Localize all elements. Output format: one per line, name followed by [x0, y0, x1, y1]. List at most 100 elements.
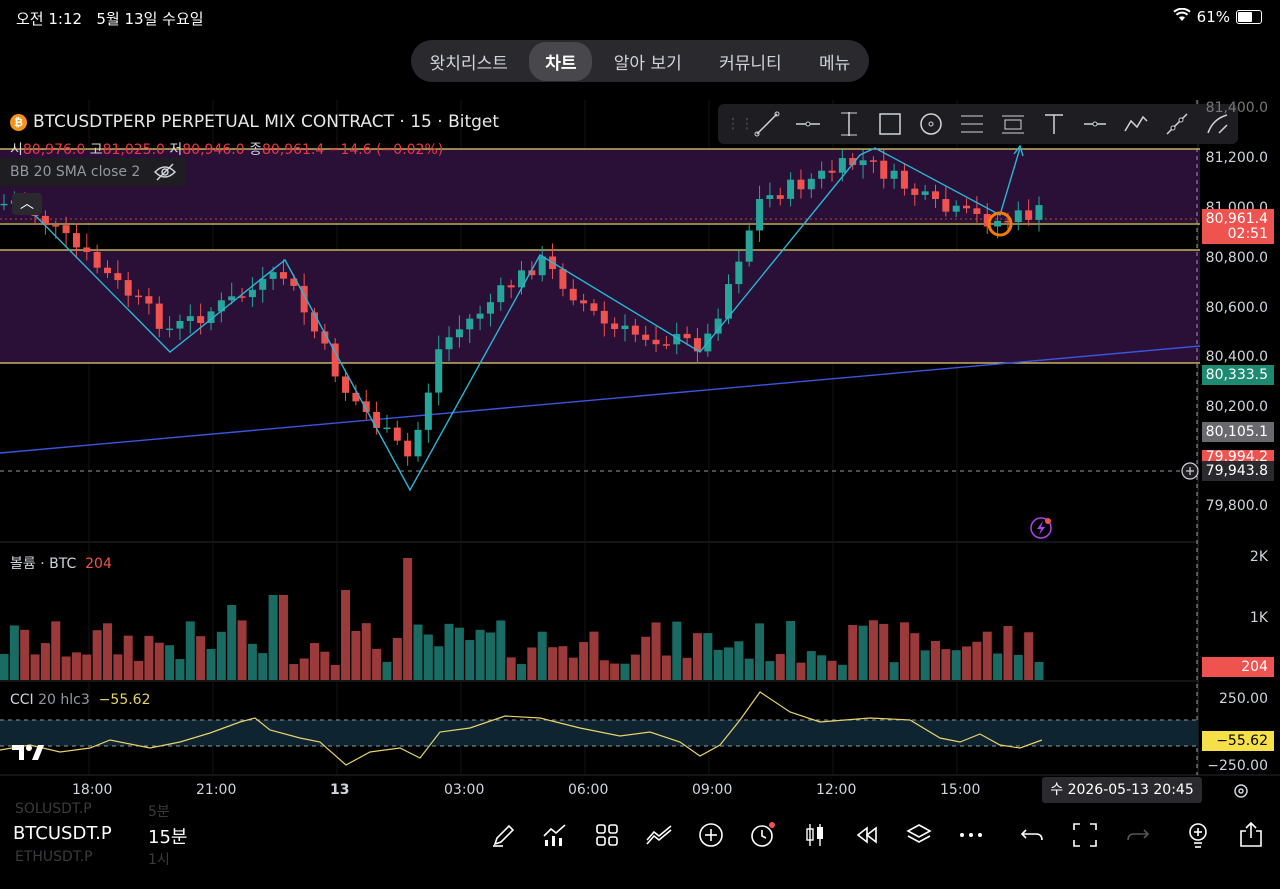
- candle: [217, 300, 225, 312]
- layout-grid-icon[interactable]: [592, 820, 622, 850]
- bb-indicator-legend[interactable]: BB 20 SMA close 2: [0, 158, 186, 186]
- volume-bar: [423, 634, 433, 680]
- candle: [797, 179, 805, 190]
- cci-legend[interactable]: CCI 20 hlc3 −55.62: [10, 692, 151, 708]
- candle: [652, 339, 660, 345]
- path-icon[interactable]: [1115, 104, 1156, 144]
- trend-line-icon[interactable]: [746, 104, 787, 144]
- candle: [435, 349, 443, 393]
- volume-bar: [879, 623, 889, 680]
- volume-legend[interactable]: 볼륨 · BTC 204: [10, 556, 112, 572]
- candle: [869, 160, 877, 162]
- long-position-icon[interactable]: [992, 104, 1033, 144]
- ghost-symbol-top: SOLUSDT.P: [15, 801, 92, 817]
- pen-icon[interactable]: [489, 820, 519, 850]
- volume-bar: [972, 641, 982, 680]
- time-tick: 21:00: [196, 782, 237, 798]
- brush-icon[interactable]: [1156, 104, 1197, 144]
- rectangle-icon[interactable]: [869, 104, 910, 144]
- volume-bar: [941, 649, 951, 680]
- volume-bar: [9, 625, 19, 680]
- candle: [383, 427, 391, 430]
- crosshair-add-icon[interactable]: [1181, 462, 1199, 480]
- add-bulb-icon[interactable]: [1183, 820, 1213, 850]
- volume-bar: [920, 650, 930, 680]
- circle-icon[interactable]: [910, 104, 951, 144]
- candle: [528, 270, 536, 276]
- candle: [507, 285, 515, 288]
- highlight-marker[interactable]: [987, 211, 1013, 237]
- candle: [476, 313, 484, 319]
- collapse-legend-button[interactable]: ︿: [12, 193, 42, 215]
- more-icon[interactable]: [956, 820, 986, 850]
- candle: [776, 195, 784, 199]
- layers-icon[interactable]: [904, 820, 934, 850]
- status-time: 오전 1:12 5월 13일 수요일: [16, 10, 204, 28]
- candle: [880, 160, 888, 179]
- candle: [921, 191, 929, 195]
- tab-watchlist[interactable]: 왓치리스트: [429, 53, 508, 74]
- volume-bar: [775, 654, 785, 680]
- candles-icon[interactable]: [800, 820, 830, 850]
- volume-bar: [165, 645, 175, 680]
- fib-retracement-icon[interactable]: [951, 104, 992, 144]
- horizontal-line-icon[interactable]: [787, 104, 828, 144]
- volume-bar: [796, 662, 806, 680]
- current-timeframe[interactable]: 15분: [148, 827, 188, 848]
- redo-icon[interactable]: [1122, 820, 1152, 850]
- compare-icon[interactable]: [644, 820, 674, 850]
- candle: [238, 296, 246, 298]
- settings-icon[interactable]: [1232, 782, 1250, 804]
- undo-icon[interactable]: [1018, 820, 1048, 850]
- horizontal-ray-icon[interactable]: [1074, 104, 1115, 144]
- candle: [600, 310, 608, 324]
- current-symbol[interactable]: BTCUSDT.P: [13, 823, 112, 844]
- time-tick: 09:00: [692, 782, 733, 798]
- price-tick: 79,800.0: [1205, 498, 1268, 514]
- candle: [83, 247, 91, 252]
- volume-bar: [982, 631, 992, 680]
- candle-countdown: 02:51: [1202, 224, 1274, 244]
- tab-explore[interactable]: 알아 보기: [613, 53, 682, 74]
- volume-bar: [672, 621, 682, 680]
- highlighter-icon[interactable]: [1197, 104, 1238, 144]
- tab-community[interactable]: 커뮤니티: [719, 53, 782, 74]
- zigzag-pattern[interactable]: [19, 147, 1021, 492]
- volume-bar: [713, 649, 723, 680]
- candle: [311, 312, 318, 332]
- volume-bar: [196, 636, 206, 680]
- alarm-icon[interactable]: [748, 820, 778, 850]
- volume-bar: [568, 657, 578, 680]
- indicators-icon[interactable]: [540, 820, 570, 850]
- candle: [290, 278, 298, 286]
- eye-hidden-icon[interactable]: [153, 163, 177, 191]
- volume-bar: [351, 630, 361, 680]
- volume-bar: [765, 661, 775, 680]
- volume-bar: [278, 595, 288, 680]
- replay-icon[interactable]: [852, 820, 882, 850]
- add-circle-icon[interactable]: [696, 820, 726, 850]
- candle: [849, 158, 857, 166]
- vertical-line-icon[interactable]: [828, 104, 869, 144]
- trend-line[interactable]: [0, 345, 1201, 454]
- volume-bar: [185, 621, 195, 680]
- fullscreen-icon[interactable]: [1070, 820, 1100, 850]
- candle: [269, 272, 277, 279]
- share-icon[interactable]: [1236, 820, 1266, 850]
- tab-menu[interactable]: 메뉴: [818, 53, 851, 74]
- tab-chart[interactable]: 차트: [529, 41, 593, 81]
- lightning-icon[interactable]: [1030, 517, 1052, 539]
- candle: [766, 195, 774, 199]
- drag-handle-icon[interactable]: ⋮⋮: [726, 116, 754, 132]
- text-icon[interactable]: [1033, 104, 1074, 144]
- candle: [207, 311, 215, 324]
- candle: [259, 278, 267, 290]
- candle: [518, 270, 525, 288]
- price-tick: 81,400.0: [1205, 100, 1268, 116]
- battery-percent: 61%: [1196, 8, 1230, 26]
- ghost-tf-top: 5분: [148, 804, 170, 820]
- candle: [145, 296, 153, 304]
- volume-bar: [703, 633, 713, 680]
- symbol-header[interactable]: ₿ BTCUSDTPERP PERPETUAL MIX CONTRACT · 1…: [10, 112, 499, 132]
